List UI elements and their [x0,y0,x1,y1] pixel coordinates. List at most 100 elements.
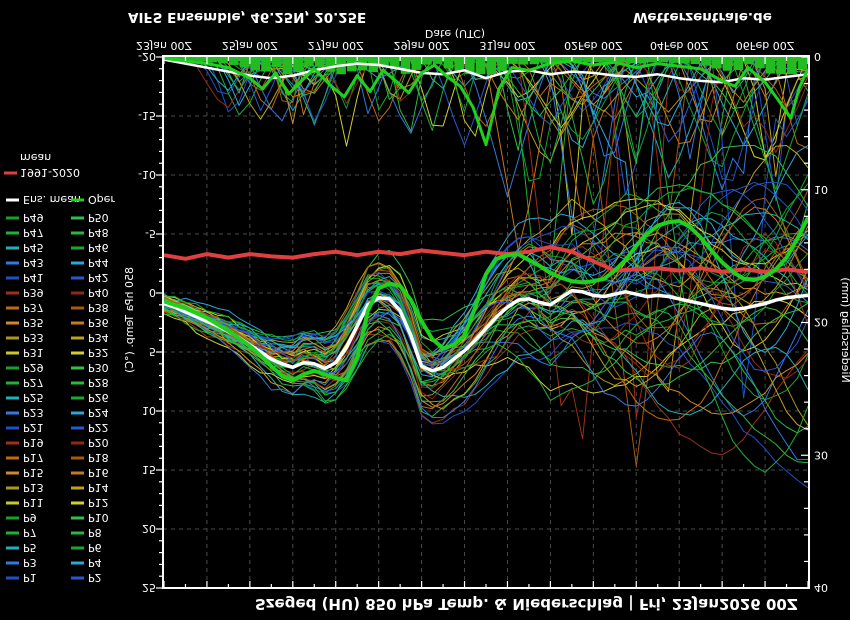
temp-tick-label: -5 [145,227,156,240]
precip-bar [465,57,475,75]
legend-member-label: P46 [88,241,109,254]
precip-bar [196,57,207,62]
precip-tick-label: 20 [814,316,828,329]
temp-member-line [163,305,809,416]
legend-member-label: P43 [23,256,44,269]
clim-mean-line [163,245,809,274]
legend-member-label: P2 [88,571,102,584]
precip-bar [711,57,722,69]
legend-member-label: P5 [23,541,37,554]
precip-bar [690,57,701,65]
legend-member-label: P39 [23,286,44,299]
precip-bar [389,57,400,70]
temp-member-line [163,197,809,375]
legend-clim-label-line2: mean [20,151,51,164]
legend-member-label: P8 [88,526,102,539]
legend-member-label: P23 [23,406,44,419]
precip-bar [400,57,411,74]
date-tick-label: 04Feb 00Z [650,39,709,52]
precip-bar [314,57,325,67]
precip-bar [604,57,615,62]
precip-bar [239,57,250,68]
temp-member-line [163,202,809,378]
precip-bar [733,57,744,71]
precip-bar [379,57,389,66]
temp-tick-label: 0 [149,286,156,299]
precip-bar [787,57,797,75]
temp-tick-label: -20 [138,50,156,63]
temp-member-line [163,249,809,400]
legend-member-label: P10 [88,511,109,524]
legend-oper-label: Oper [88,193,115,206]
temp-tick-label: -15 [138,109,156,122]
precip-bar [550,57,561,62]
temp-member-line [163,298,809,431]
ens-mean-temp-line [163,288,809,373]
precip-bar [679,57,690,64]
precip-bar [282,57,293,75]
precip-bar [325,57,336,72]
legend-member-label: P4 [88,556,102,569]
temp-member-line [163,245,809,373]
date-tick-label: 29Jan 00Z [394,39,450,52]
temp-member-lines [163,145,809,489]
legend-member-label: P32 [88,346,109,359]
temp-member-line [163,306,809,461]
legend-member-label: P16 [88,466,109,479]
date-tick-label: 27Jan 00Z [308,39,364,52]
legend-member-label: P13 [23,481,44,494]
legend-member-label: P18 [88,451,109,464]
axis-ticks [156,56,809,589]
main-series-lines [163,56,809,383]
temp-tick-label: -10 [138,168,156,181]
legend-member-label: P29 [23,361,44,374]
precip-bar [647,57,658,63]
precip-tick-label: 10 [814,183,828,196]
precip-bar [636,57,647,64]
precip-axis-title: Niederschlag (mm) [839,277,850,382]
date-tick-label: 31Jan 00Z [479,39,535,52]
precip-bar [186,57,196,62]
legend-member-label: P14 [88,481,109,494]
legend-member-label: P12 [88,496,109,509]
precip-bar [518,57,529,65]
legend-member-label: P48 [88,226,109,239]
precip-bar [776,57,786,75]
temp-member-line [163,308,809,456]
temp-member-line [163,181,809,365]
precip-tick-label: 40 [814,581,828,594]
legend-clim-label-line1: 1991-2020 [20,166,80,179]
precip-tick-label: 30 [814,448,828,461]
legend-member-label: P6 [88,541,102,554]
model-title: AIFS Ensemble, 46.25N, 20.25E [128,9,366,25]
temp-tick-label: 5 [149,345,156,358]
precip-member-line [163,56,809,242]
legend-member-label: P1 [23,571,37,584]
precip-bar [422,57,432,65]
precip-bar [744,57,754,65]
precip-bar [658,57,668,63]
precip-bar [615,57,625,62]
legend-member-label: P40 [88,286,109,299]
site-credit: Wetterzentrale.de [633,9,772,25]
legend: P1 P2 P3 P4 P5 P6 P7 P8 P9 P10 P11 P12 P13 P14 P15 P16 P… [6,211,109,584]
legend-member-label: P27 [23,376,44,389]
legend-member-label: P42 [88,271,109,284]
precip-member-line [163,56,809,137]
legend-member-label: P49 [23,211,44,224]
legend-ens-mean-label: Ens. mean [23,193,81,206]
precip-bar [432,57,443,64]
temp-tick-label: 25 [142,581,156,594]
precip-bar [486,57,497,75]
legend-member-label: P24 [88,406,109,419]
precip-bar [497,57,507,71]
legend-member-label: P7 [23,526,37,539]
oper-precip-line [163,56,809,147]
precip-bar [304,57,314,67]
precip-bar [175,57,185,61]
precip-bar [765,57,776,74]
legend-member-label: P35 [23,316,44,329]
precip-bar [540,57,550,63]
